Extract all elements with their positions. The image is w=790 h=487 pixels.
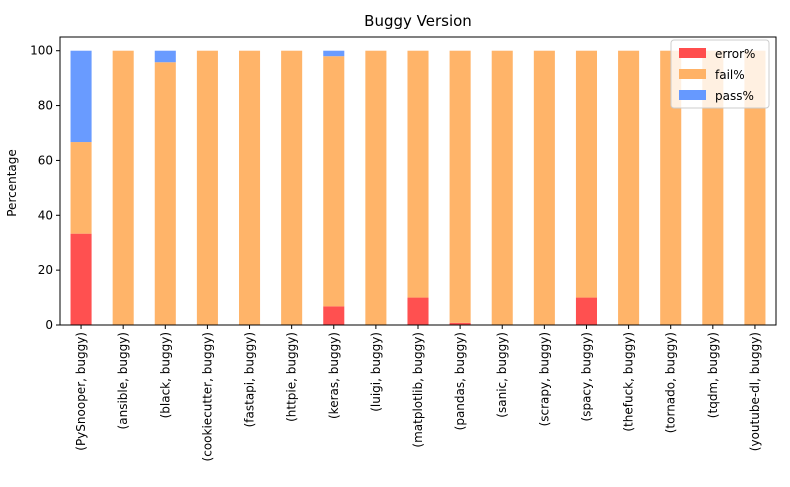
x-tick-label: (httpie, buggy) bbox=[285, 332, 299, 422]
legend-swatch-pass bbox=[679, 90, 706, 100]
legend-label-fail: fail% bbox=[715, 68, 745, 82]
bar-fail-10 bbox=[491, 50, 513, 326]
bar-error-6 bbox=[323, 306, 345, 325]
bar-fail-0 bbox=[70, 142, 92, 234]
bar-pass-6 bbox=[323, 50, 345, 57]
legend-swatch-fail bbox=[679, 69, 706, 79]
x-tick-label: (tornado, buggy) bbox=[664, 332, 678, 433]
x-tick-label: (PySnooper, buggy) bbox=[74, 332, 88, 451]
legend-label-error: error% bbox=[715, 47, 755, 61]
x-tick-label: (matplotlib, buggy) bbox=[411, 332, 425, 448]
y-tick-label: 80 bbox=[38, 99, 53, 113]
x-tick-label: (cookiecutter, buggy) bbox=[200, 332, 214, 461]
bar-fail-14 bbox=[660, 50, 682, 326]
x-tick-label: (youtube-dl, buggy) bbox=[748, 332, 762, 451]
bars-layer bbox=[70, 50, 766, 326]
bar-fail-15 bbox=[702, 50, 724, 326]
bar-fail-3 bbox=[196, 50, 218, 326]
y-axis-label: Percentage bbox=[5, 149, 19, 217]
bar-error-0 bbox=[70, 233, 92, 325]
bar-fail-16 bbox=[744, 50, 766, 326]
bar-fail-8 bbox=[407, 50, 429, 298]
chart-title: Buggy Version bbox=[364, 12, 472, 30]
bar-fail-9 bbox=[449, 50, 471, 323]
x-tick-label: (scrapy, buggy) bbox=[537, 332, 551, 426]
legend-swatch-error bbox=[679, 48, 706, 58]
bar-error-8 bbox=[407, 297, 429, 325]
bar-fail-7 bbox=[365, 50, 387, 326]
legend-label-pass: pass% bbox=[715, 89, 754, 103]
axes-layer: 0 20 40 60 80 100 (PySnooper, buggy) (ansible, … bbox=[30, 36, 777, 461]
x-tick-label: (spacy, buggy) bbox=[579, 332, 593, 421]
bar-fail-11 bbox=[533, 50, 555, 326]
bar-fail-1 bbox=[112, 50, 134, 326]
x-tick-label: (sanic, buggy) bbox=[495, 332, 509, 418]
x-tick-label: (ansible, buggy) bbox=[116, 332, 130, 429]
bar-fail-6 bbox=[323, 56, 345, 307]
bar-pass-2 bbox=[154, 50, 176, 63]
legend: error% fail% pass% bbox=[670, 39, 770, 109]
bar-fail-12 bbox=[575, 50, 597, 298]
x-tick-label: (luigi, buggy) bbox=[369, 332, 383, 412]
bar-error-9 bbox=[449, 322, 471, 325]
bar-fail-2 bbox=[154, 62, 176, 325]
bar-fail-4 bbox=[239, 50, 261, 326]
y-tick-label: 100 bbox=[30, 44, 53, 58]
bar-pass-0 bbox=[70, 50, 92, 143]
y-tick-label: 40 bbox=[38, 208, 53, 222]
y-tick-label: 60 bbox=[38, 153, 53, 167]
x-tick-label: (tqdm, buggy) bbox=[706, 332, 720, 418]
y-tick-label: 0 bbox=[45, 318, 53, 332]
bar-error-12 bbox=[575, 297, 597, 325]
x-tick-label: (keras, buggy) bbox=[327, 332, 341, 419]
bar-fail-13 bbox=[618, 50, 640, 326]
x-tick-label: (thefuck, buggy) bbox=[622, 332, 636, 432]
y-tick-label: 20 bbox=[38, 263, 53, 277]
x-tick-label: (black, buggy) bbox=[158, 332, 172, 418]
bar-fail-5 bbox=[281, 50, 303, 326]
x-tick-label: (pandas, buggy) bbox=[453, 332, 467, 430]
x-tick-label: (fastapi, buggy) bbox=[243, 332, 257, 427]
